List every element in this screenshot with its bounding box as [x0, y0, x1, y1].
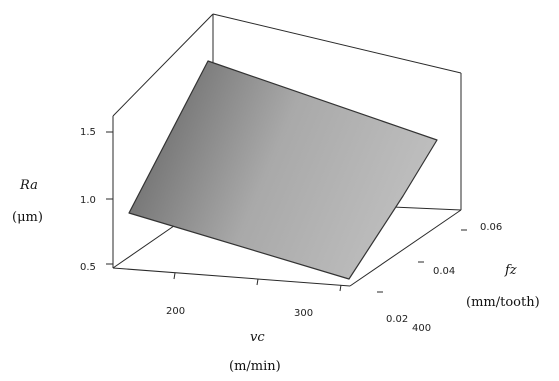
z-tick-label-2: 1.0 — [80, 195, 96, 206]
response-surface — [128, 60, 438, 280]
y-tick-label-3: 0.02 — [386, 314, 408, 325]
x-axis-unit: (m/min) — [229, 359, 281, 374]
frame-back-right-wall-top — [212, 13, 462, 74]
z-tick-label-1: 1.5 — [80, 127, 96, 138]
x-tick-label-2: 300 — [294, 308, 313, 319]
y-tick-label-2: 0.04 — [433, 266, 455, 277]
z-axis-symbol: Ra — [19, 178, 38, 193]
x-tick-mark-2 — [256, 278, 259, 286]
frame-back-top-edge — [112, 13, 214, 117]
frame-floor-right-edge — [349, 209, 462, 287]
y-tick-label-1: 0.06 — [480, 222, 502, 233]
z-axis-unit: (μm) — [12, 210, 43, 225]
y-axis-unit: (mm/tooth) — [466, 295, 540, 310]
x-tick-mark-3 — [339, 284, 342, 292]
x-tick-mark-1 — [173, 272, 176, 280]
frame-floor-front-edge — [112, 267, 351, 287]
x-tick-label-3: 400 — [412, 323, 431, 334]
x-tick-label-1: 200 — [166, 306, 185, 317]
y-axis-symbol: fz — [504, 263, 517, 278]
x-axis-symbol: vc — [250, 330, 265, 345]
z-tick-label-3: 0.5 — [80, 262, 96, 273]
